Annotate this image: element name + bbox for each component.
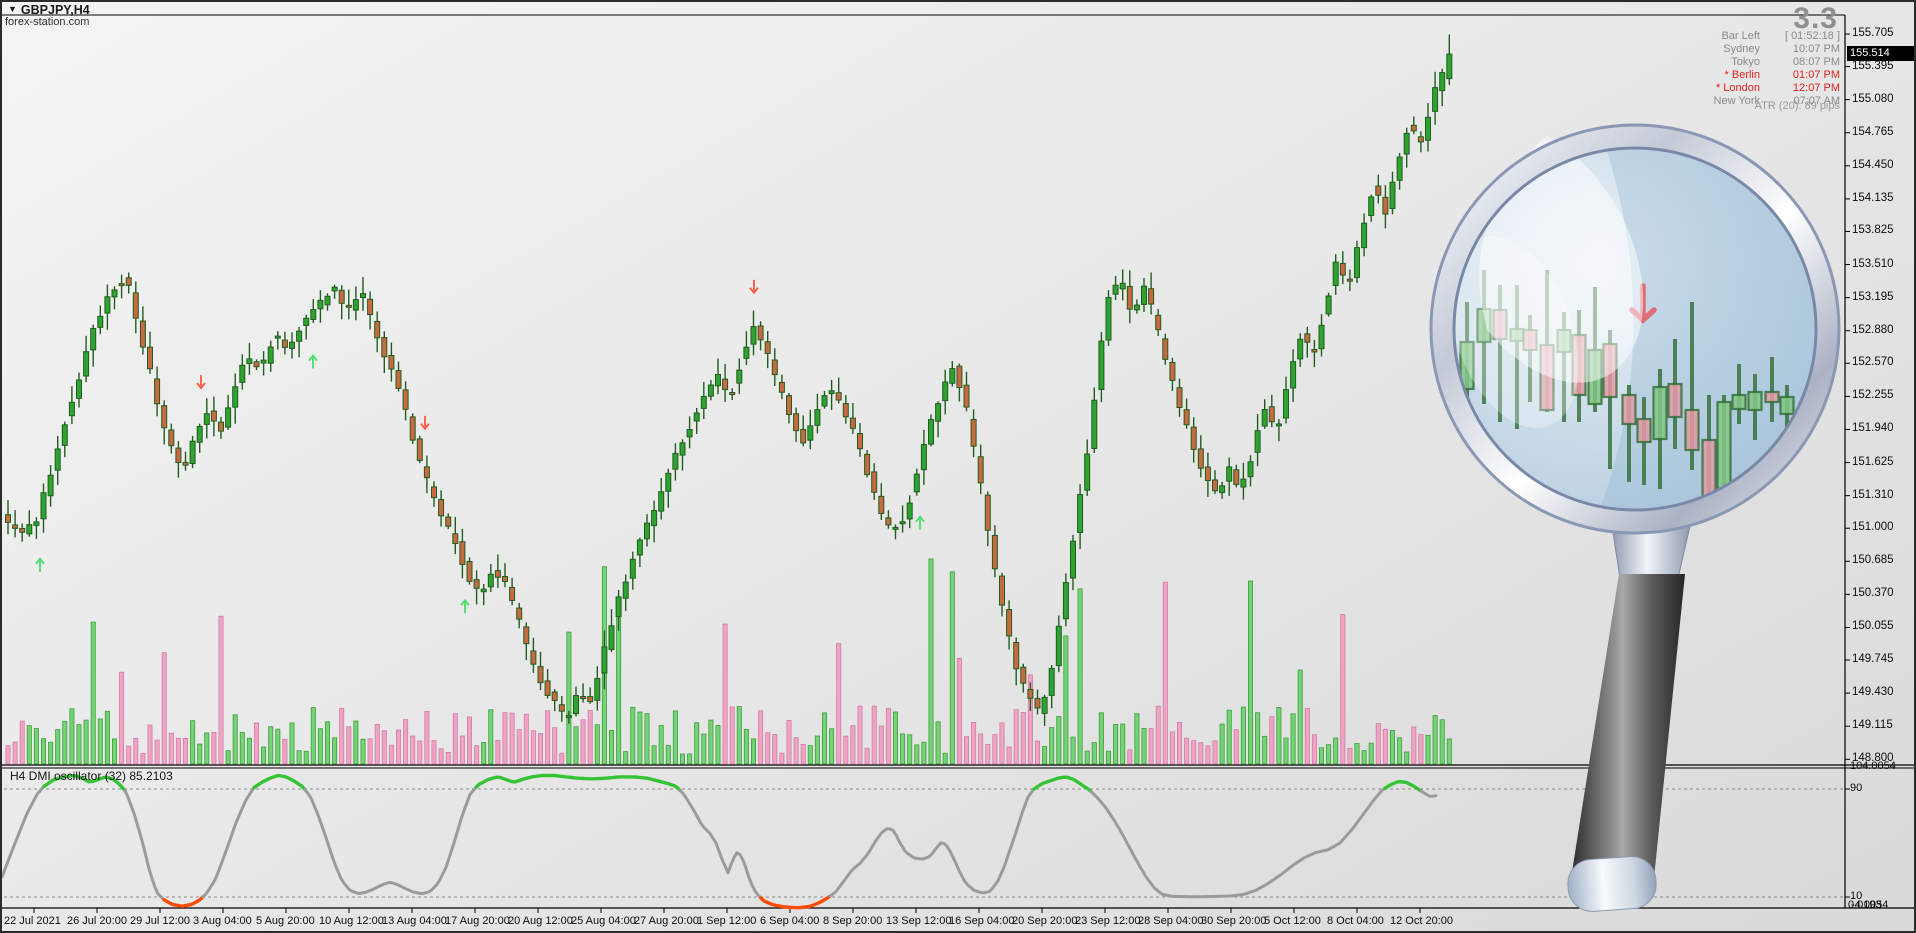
up-arrow-icon [35, 557, 45, 572]
time-label: 1 Sep 12:00 [697, 915, 757, 927]
price-label: 150.055 [1852, 620, 1894, 633]
price-label: 151.940 [1852, 422, 1894, 435]
atr-readout: ATR (20): 89 pips [1754, 100, 1840, 112]
price-label: 153.510 [1852, 257, 1894, 270]
clock-row: Tokyo 08:07 PM [1731, 56, 1840, 68]
price-label: 149.115 [1852, 719, 1893, 732]
time-label: 22 Jul 2021 [4, 915, 61, 927]
time-label: 5 Aug 20:00 [256, 915, 315, 927]
time-label: 27 Aug 20:00 [634, 915, 699, 927]
time-label: 23 Sep 12:00 [1075, 915, 1141, 927]
time-label: 16 Sep 04:00 [949, 915, 1015, 927]
spread-big-number: 3.3 [1793, 2, 1838, 35]
price-label: 154.765 [1852, 125, 1894, 138]
time-label: 10 Aug 12:00 [319, 915, 384, 927]
indicator-label: H4 DMI oscillator (32) 85.2103 [10, 769, 173, 783]
price-label: 155.395 [1852, 59, 1894, 72]
oscillator-min-label-overlap: -4.0054 [1851, 899, 1889, 911]
price-label: 154.450 [1852, 158, 1894, 171]
time-label: 8 Oct 04:00 [1327, 915, 1384, 927]
price-label: 149.745 [1852, 653, 1894, 666]
session-clock-panel: Bar Left[ 01:52:18 ] Sydney 10:07 PM Tokyo 0… [1650, 30, 1840, 108]
time-label: 29 Jul 12:00 [130, 915, 190, 927]
symbol-title[interactable]: ▼ GBPJPY,H4 [8, 3, 90, 17]
time-label: 5 Oct 12:00 [1264, 915, 1321, 927]
candles [5, 34, 1453, 726]
time-label: 13 Aug 04:00 [382, 915, 447, 927]
time-label: 20 Sep 20:00 [1012, 915, 1078, 927]
price-label: 155.705 [1852, 27, 1894, 39]
time-label: 28 Sep 04:00 [1138, 915, 1204, 927]
price-label: 153.825 [1852, 224, 1894, 237]
price-label: 155.080 [1852, 92, 1894, 105]
time-label: 13 Sep 12:00 [886, 915, 952, 927]
price-label: 150.685 [1852, 554, 1894, 567]
clock-row: * London 12:07 PM [1715, 82, 1840, 94]
time-label: 26 Jul 20:00 [67, 915, 127, 927]
current-price-box: 155.514 [1847, 46, 1914, 61]
time-label: 12 Oct 20:00 [1390, 915, 1453, 927]
price-label: 152.255 [1852, 389, 1894, 402]
time-label: 20 Aug 12:00 [508, 915, 573, 927]
price-label: 149.430 [1852, 686, 1894, 699]
price-label: 152.880 [1852, 323, 1894, 336]
up-arrow-icon [915, 515, 925, 530]
price-label: 153.195 [1852, 290, 1894, 303]
price-label: 150.370 [1852, 587, 1894, 600]
clock-row: Bar Left[ 01:52:18 ] [1721, 30, 1840, 42]
clock-row: Sydney 10:07 PM [1723, 43, 1840, 55]
oscillator-upper-level-label: 90 [1850, 782, 1863, 794]
time-label: 25 Aug 04:00 [571, 915, 636, 927]
oscillator-max-label: 104.0054 [1850, 760, 1896, 772]
time-label: 17 Aug 20:00 [445, 915, 510, 927]
watermark: forex-station.com [5, 16, 90, 28]
oscillator-min-label: 0.0193 [1848, 899, 1882, 911]
up-arrow-icon [460, 598, 470, 614]
clock-row: New York 07:07 AM [1713, 95, 1840, 107]
signal-arrows [35, 279, 925, 614]
time-label: 6 Sep 04:00 [760, 915, 820, 927]
down-arrow-icon [196, 375, 206, 390]
price-label: 148.800 [1852, 752, 1894, 765]
price-label: 151.625 [1852, 455, 1894, 468]
oscillator-lower-level-label: 10 [1850, 890, 1863, 902]
clock-row: * Berlin 01:07 PM [1724, 69, 1840, 81]
dmi-oscillator-line [2, 773, 1438, 910]
up-arrow-icon [308, 354, 318, 369]
down-arrow-icon [420, 415, 430, 431]
down-arrow-icon [749, 279, 759, 295]
time-label: 30 Sep 20:00 [1201, 915, 1267, 927]
price-label: 152.570 [1852, 356, 1894, 369]
price-label: 154.135 [1852, 191, 1894, 204]
symbol-dropdown-icon[interactable]: ▼ [8, 4, 17, 14]
price-label: 151.310 [1852, 488, 1894, 501]
symbol-title-text: GBPJPY,H4 [20, 3, 90, 17]
time-label: 3 Aug 04:00 [193, 915, 252, 927]
volume-histogram [5, 558, 1452, 765]
time-label: 8 Sep 20:00 [823, 915, 883, 927]
price-label: 151.000 [1852, 521, 1894, 534]
